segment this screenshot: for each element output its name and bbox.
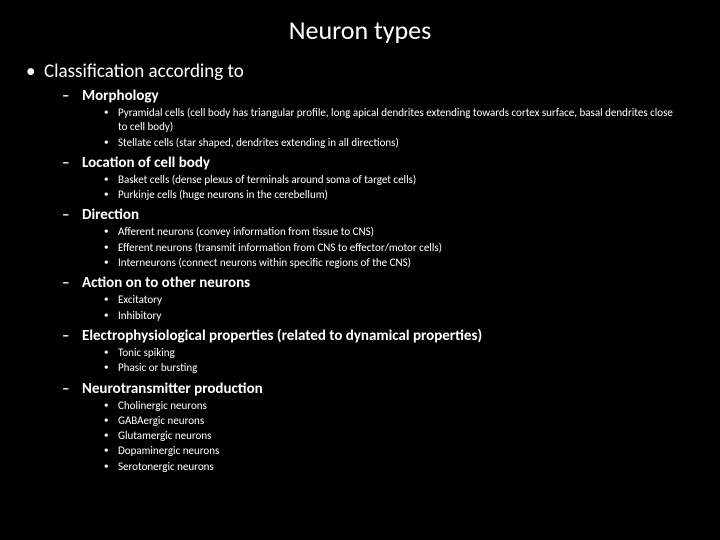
item-text: Cholinergic neurons [118,399,207,412]
list-item: Phasic or bursting [104,361,700,375]
list-item: GABAergic neurons [104,414,700,428]
section-label: Location of cell body [82,154,210,172]
section-label: Action on to other neurons [82,274,250,292]
item-text: Inhibitory [118,309,161,322]
item-text: Pyramidal cells (cell body has triangula… [118,106,678,135]
level1-label: Classification according to [44,60,244,83]
list-item: Inhibitory [104,309,700,323]
item-text: Afferent neurons (convey information fro… [118,225,374,238]
list-item: Stellate cells (star shaped, dendrites e… [104,136,700,150]
section-label: Electrophysiological properties (related… [82,327,482,345]
slide-title: Neuron types [20,14,700,46]
list-item: Purkinje cells (huge neurons in the cere… [104,188,700,202]
item-text: Interneurons (connect neurons within spe… [118,256,411,269]
item-text: Serotonergic neurons [118,460,214,473]
item-text: Dopaminergic neurons [118,444,219,457]
section-action: Action on to other neurons Excitatory In… [62,274,700,323]
section-label: Morphology [82,87,159,105]
item-text: GABAergic neurons [118,414,204,427]
list-item: Dopaminergic neurons [104,444,700,458]
list-item: Afferent neurons (convey information fro… [104,225,700,239]
item-text: Purkinje cells (huge neurons in the cere… [118,188,328,201]
section-neurotransmitter: Neurotransmitter production Cholinergic … [62,380,700,474]
list-item: Serotonergic neurons [104,460,700,474]
list-item: Interneurons (connect neurons within spe… [104,256,700,270]
section-location: Location of cell body Basket cells (dens… [62,154,700,203]
item-text: Basket cells (dense plexus of terminals … [118,173,416,186]
level1-list: Classification according to Morphology P… [20,60,700,474]
list-item: Pyramidal cells (cell body has triangula… [104,106,700,135]
level3-list: Excitatory Inhibitory [104,293,700,323]
item-text: Glutamergic neurons [118,429,211,442]
level2-list: Morphology Pyramidal cells (cell body ha… [62,87,700,474]
list-item: Excitatory [104,293,700,307]
list-item: Cholinergic neurons [104,399,700,413]
level3-list: Basket cells (dense plexus of terminals … [104,173,700,203]
item-text: Efferent neurons (transmit information f… [118,241,442,254]
section-label: Neurotransmitter production [82,380,263,398]
level1-item: Classification according to Morphology P… [20,60,700,474]
list-item: Efferent neurons (transmit information f… [104,241,700,255]
list-item: Tonic spiking [104,346,700,360]
item-text: Excitatory [118,293,162,306]
section-label: Direction [82,206,139,224]
list-item: Basket cells (dense plexus of terminals … [104,173,700,187]
section-morphology: Morphology Pyramidal cells (cell body ha… [62,87,700,150]
level3-list: Pyramidal cells (cell body has triangula… [104,106,700,150]
level3-list: Afferent neurons (convey information fro… [104,225,700,270]
section-electrophys: Electrophysiological properties (related… [62,327,700,376]
level3-list: Cholinergic neurons GABAergic neurons Gl… [104,399,700,474]
list-item: Glutamergic neurons [104,429,700,443]
item-text: Phasic or bursting [118,361,197,374]
level3-list: Tonic spiking Phasic or bursting [104,346,700,376]
section-direction: Direction Afferent neurons (convey infor… [62,206,700,270]
item-text: Stellate cells (star shaped, dendrites e… [118,136,399,149]
item-text: Tonic spiking [118,346,175,359]
